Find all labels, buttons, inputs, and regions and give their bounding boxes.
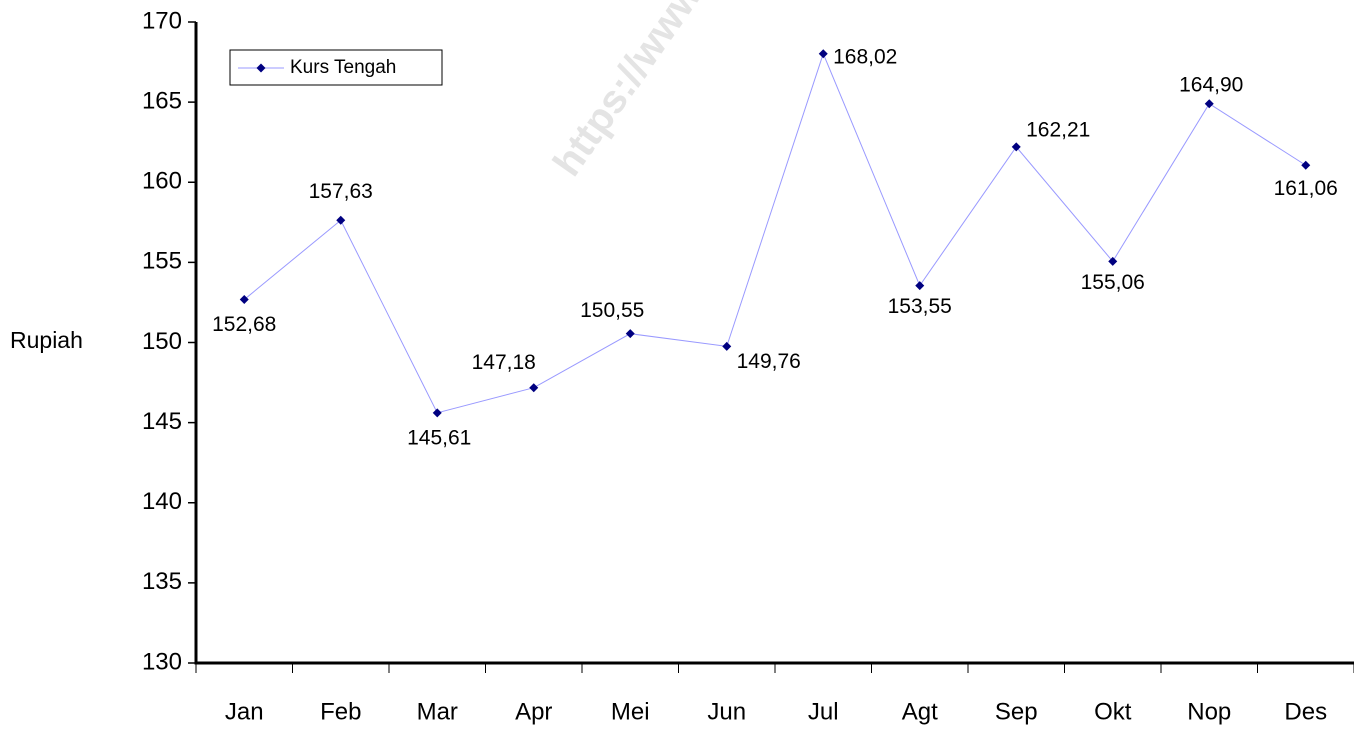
x-tick-label: Jul: [808, 698, 839, 725]
point: [722, 341, 732, 351]
x-tick-label: Des: [1284, 698, 1327, 725]
data-label: 162,21: [1026, 118, 1090, 141]
point: [1011, 142, 1021, 152]
y-tick-label: 155: [142, 248, 182, 275]
x-tick-label: Agt: [902, 698, 938, 725]
y-tick-label: 170: [142, 7, 182, 34]
y-tick-label: 145: [142, 408, 182, 435]
data-label: 152,68: [212, 313, 276, 336]
point: [1204, 99, 1214, 109]
data-label: 164,90: [1179, 73, 1243, 96]
point: [239, 295, 249, 305]
legend-marker: [256, 63, 266, 73]
point: [818, 49, 828, 59]
x-tick-label: Jan: [225, 698, 264, 725]
x-tick-label: Okt: [1094, 698, 1132, 725]
point: [432, 408, 442, 418]
data-label: 147,18: [472, 351, 536, 374]
y-axis-label: Rupiah: [10, 327, 83, 353]
x-tick-label: Jun: [707, 698, 746, 725]
y-tick-label: 140: [142, 488, 182, 515]
point: [529, 383, 539, 393]
y-tick-label: 165: [142, 87, 182, 114]
data-label: 153,55: [888, 295, 952, 318]
x-tick-label: Sep: [995, 698, 1038, 725]
x-tick-label: Feb: [320, 698, 361, 725]
point: [336, 215, 346, 225]
x-tick-label: Mar: [417, 698, 458, 725]
x-tick-label: Mei: [611, 698, 650, 725]
point: [1108, 256, 1118, 266]
y-tick-label: 135: [142, 568, 182, 595]
y-tick-label: 130: [142, 648, 182, 675]
series-line: [243, 52, 1307, 414]
legend-label: Kurs Tengah: [290, 57, 396, 78]
data-label: 157,63: [309, 180, 373, 203]
y-tick-label: 160: [142, 168, 182, 195]
data-label: 149,76: [737, 350, 801, 373]
point: [1301, 160, 1311, 170]
x-tick-label: Nop: [1187, 698, 1231, 725]
data-label: 155,06: [1081, 271, 1145, 294]
data-label: 168,02: [833, 45, 897, 68]
data-label: 161,06: [1274, 177, 1338, 200]
watermark: https://www: [545, 0, 712, 184]
data-label: 145,61: [407, 426, 471, 449]
data-label: 150,55: [580, 299, 644, 322]
point: [915, 281, 925, 291]
x-tick-label: Apr: [515, 698, 552, 725]
point: [625, 329, 635, 339]
y-tick-label: 150: [142, 328, 182, 355]
